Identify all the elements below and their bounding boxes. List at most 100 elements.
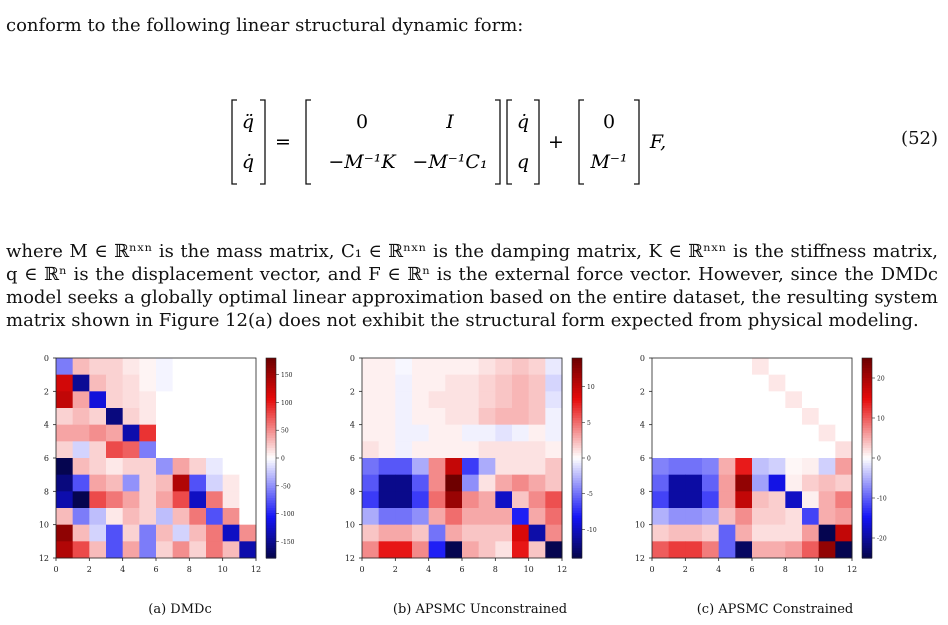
cell-10-3 [106,524,124,542]
cell-9-8 [495,508,513,526]
cell-9-0 [362,508,380,526]
colorbar-band [572,553,582,557]
cell-10-0 [56,524,74,542]
bracket-right-input [634,99,640,185]
cell-4-3 [702,424,720,442]
y-tick-label: 4 [44,421,49,430]
cell-10-4 [122,524,140,542]
cell-0-6 [462,358,480,376]
cell-8-2 [89,491,107,509]
cell-1-4 [428,374,446,392]
bracket-right-state [534,99,540,185]
colorbar-band [266,445,276,449]
colorbar-band [266,458,276,462]
colorbar-band [862,450,872,454]
cell-8-0 [652,491,670,509]
cell-5-5 [735,441,753,459]
bracket-right-lhs [260,99,266,185]
cell-2-4 [428,391,446,409]
cell-5-0 [362,441,380,459]
cell-6-11 [545,458,563,476]
cell-6-1 [72,458,90,476]
colorbar-band [862,465,872,469]
colorbar-tick-label: 20 [877,376,885,383]
cell-9-3 [106,508,124,526]
cell-4-8 [785,424,803,442]
colorbar-band [266,480,276,484]
colorbar-band [266,485,276,489]
colorbar-band [572,363,582,367]
cell-7-9 [206,474,224,492]
cell-11-5 [735,541,753,559]
colorbar-band [572,373,582,377]
cell-8-6 [752,491,770,509]
colorbar-band [572,430,582,434]
colorbar-band [266,483,276,487]
cell-11-4 [122,541,140,559]
colorbar-band [572,415,582,419]
cell-5-1 [668,441,686,459]
colorbar-band [266,493,276,497]
cell-11-2 [395,541,413,559]
cell-11-6 [156,541,174,559]
cell-2-11 [835,391,853,409]
cell-8-8 [785,491,803,509]
cell-8-2 [395,491,413,509]
colorbar-band [862,433,872,437]
cell-6-11 [835,458,853,476]
cell-1-3 [412,374,430,392]
cell-5-10 [528,441,546,459]
cell-1-11 [239,374,257,392]
cell-0-9 [802,358,820,376]
cell-2-5 [139,391,157,409]
colorbar-band [862,473,872,477]
cell-6-4 [122,458,140,476]
cell-4-7 [172,424,190,442]
colorbar-band [572,393,582,397]
cell-4-4 [718,424,736,442]
cell-4-7 [768,424,786,442]
colorbar-band [862,493,872,497]
cell-0-3 [106,358,124,376]
y-tick-label: 6 [350,454,355,463]
cell-6-10 [818,458,836,476]
cell-1-0 [362,374,380,392]
colorbar-band [266,550,276,554]
cell-8-0 [362,491,380,509]
cell-6-5 [139,458,157,476]
cell-3-3 [702,408,720,426]
colorbar-band [266,478,276,482]
equation-52: q̈ q̇ = 0 I −M⁻¹K −M⁻¹C₁ q̇ q + 0 M⁻¹ F,… [0,88,948,198]
cell-4-10 [222,424,240,442]
cell-4-4 [428,424,446,442]
cell-8-11 [835,491,853,509]
colorbar-band [572,543,582,547]
cell-9-5 [735,508,753,526]
cell-8-10 [222,491,240,509]
cell-4-2 [685,424,703,442]
cell-2-1 [668,391,686,409]
colorbar-band [862,503,872,507]
cell-3-0 [362,408,380,426]
colorbar-band [266,448,276,452]
cell-0-4 [718,358,736,376]
colorbar-band [862,410,872,414]
cell-6-2 [395,458,413,476]
cell-8-5 [139,491,157,509]
cell-11-1 [72,541,90,559]
cell-5-7 [768,441,786,459]
cell-11-10 [818,541,836,559]
cell-10-6 [752,524,770,542]
colorbar-band [266,375,276,379]
cell-0-5 [445,358,463,376]
cell-8-6 [156,491,174,509]
cell-3-2 [685,408,703,426]
cell-4-8 [189,424,207,442]
equation-graphic: q̈ q̇ = 0 I −M⁻¹K −M⁻¹C₁ q̇ q + 0 M⁻¹ F, [231,99,666,185]
cell-6-2 [89,458,107,476]
cell-4-3 [106,424,124,442]
cell-6-6 [156,458,174,476]
cell-8-10 [528,491,546,509]
colorbar-band [266,535,276,539]
cell-3-9 [512,408,530,426]
